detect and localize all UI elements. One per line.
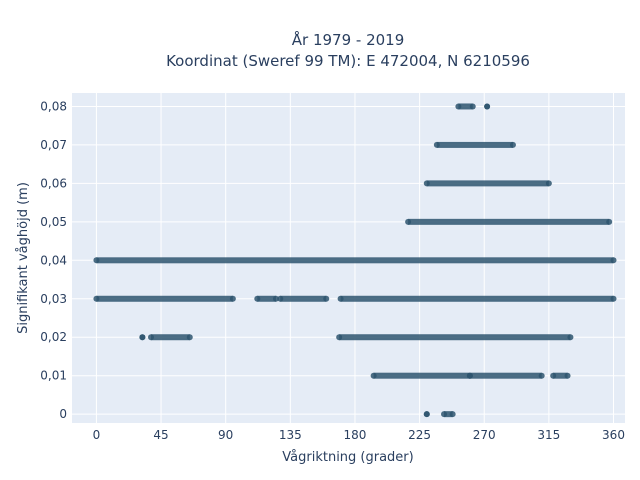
x-tick-label: 360: [602, 428, 625, 442]
x-tick-label: 225: [408, 428, 431, 442]
y-tick-label: 0,03: [40, 292, 67, 306]
data-point: [186, 334, 193, 341]
data-point: [564, 372, 571, 379]
point-band: [337, 295, 617, 302]
point-band-fill: [151, 334, 190, 341]
point-band: [370, 372, 473, 379]
point-band: [93, 257, 617, 264]
data-point: [455, 103, 462, 110]
y-tick-label: 0: [59, 407, 67, 421]
x-tick-label: 45: [153, 428, 168, 442]
data-point: [449, 411, 456, 418]
y-axis-label: Signifikant våghöjd (m): [16, 182, 31, 334]
point-band: [277, 295, 330, 302]
point-band: [254, 295, 279, 302]
data-point: [538, 372, 545, 379]
data-point: [337, 295, 344, 302]
chart-title: År 1979 - 2019: [292, 30, 405, 49]
point-band: [455, 103, 476, 110]
point-band: [433, 141, 516, 148]
chart-subtitle: Koordinat (Sweref 99 TM): E 472004, N 62…: [166, 52, 530, 70]
data-point: [272, 295, 279, 302]
data-point: [441, 411, 448, 418]
data-point: [423, 180, 430, 187]
x-tick-label: 90: [218, 428, 233, 442]
data-point: [469, 103, 476, 110]
point-band-fill: [444, 411, 453, 418]
point-band: [93, 295, 236, 302]
point-band: [466, 372, 545, 379]
data-point: [370, 372, 377, 379]
x-tick-labels: 0 45 90 135 180 225 270 315 360: [93, 428, 625, 442]
point-band: [423, 411, 430, 418]
point-band-fill: [96, 257, 614, 264]
x-tick-label: 315: [537, 428, 560, 442]
point-band: [484, 103, 491, 110]
point-band: [423, 180, 552, 187]
data-point: [254, 295, 261, 302]
data-point: [148, 334, 154, 341]
x-tick-label: 135: [279, 428, 302, 442]
x-tick-label: 180: [344, 428, 367, 442]
data-point: [484, 103, 491, 110]
point-band: [336, 334, 574, 341]
data-point: [550, 372, 557, 379]
data-point: [466, 372, 473, 379]
point-band: [550, 372, 571, 379]
point-band-fill: [408, 218, 610, 225]
y-tick-label: 0,07: [40, 138, 67, 152]
y-tick-label: 0,05: [40, 215, 67, 229]
data-point: [336, 334, 343, 341]
data-point: [545, 180, 552, 187]
data-point: [567, 334, 574, 341]
point-band-fill: [373, 372, 470, 379]
point-band: [405, 218, 613, 225]
point-band: [139, 334, 146, 341]
data-point: [139, 334, 146, 341]
point-band-fill: [280, 295, 327, 302]
data-point: [277, 295, 284, 302]
point-band-fill: [340, 295, 614, 302]
point-band-fill: [257, 295, 276, 302]
point-band-fill: [553, 372, 568, 379]
data-point: [509, 141, 516, 148]
point-band-fill: [469, 372, 542, 379]
data-point: [229, 295, 236, 302]
data-point: [93, 257, 100, 264]
point-band: [441, 411, 456, 418]
point-band-fill: [436, 141, 513, 148]
point-band: [148, 334, 193, 341]
data-point: [423, 411, 430, 418]
y-tick-labels: 0 0,01 0,02 0,03 0,04 0,05 0,06 0,07 0,08: [40, 99, 67, 421]
y-tick-label: 0,04: [40, 253, 67, 267]
data-point: [606, 218, 613, 225]
point-band-fill: [458, 103, 473, 110]
y-tick-label: 0,06: [40, 176, 67, 190]
y-tick-label: 0,02: [40, 330, 67, 344]
x-tick-label: 270: [473, 428, 496, 442]
point-band-fill: [426, 180, 549, 187]
data-point: [323, 295, 330, 302]
data-point: [610, 257, 617, 264]
y-tick-label: 0,01: [40, 369, 67, 383]
data-points: [93, 103, 617, 418]
data-point: [433, 141, 440, 148]
data-point: [610, 295, 617, 302]
data-point: [405, 218, 412, 225]
point-band-fill: [96, 295, 233, 302]
x-tick-label: 0: [93, 428, 101, 442]
x-axis-label: Vågriktning (grader): [282, 450, 413, 465]
point-band-fill: [339, 334, 571, 341]
y-tick-label: 0,08: [40, 99, 67, 113]
data-point: [93, 295, 100, 302]
